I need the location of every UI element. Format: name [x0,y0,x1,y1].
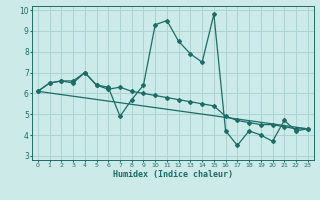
X-axis label: Humidex (Indice chaleur): Humidex (Indice chaleur) [113,170,233,179]
